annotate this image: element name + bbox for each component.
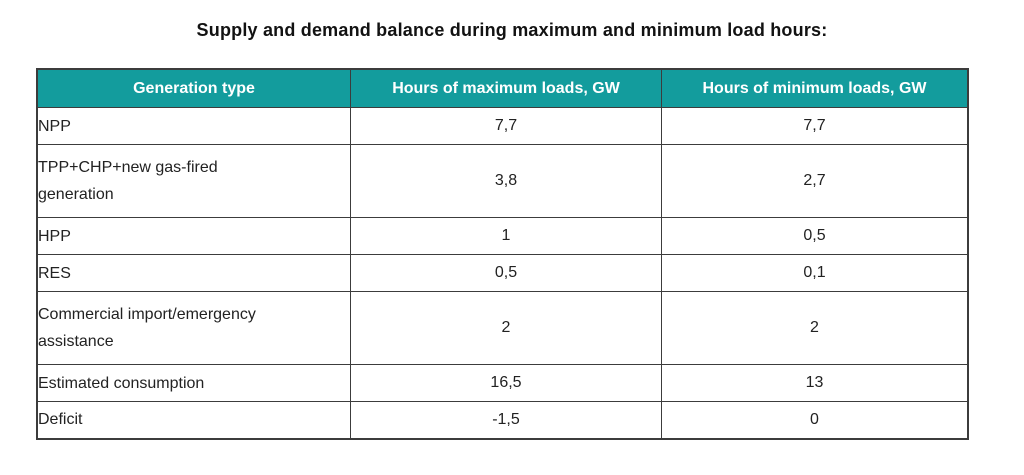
cell-generation-type: Commercial import/emergency assistance: [36, 291, 351, 365]
generation-type-label: Deficit: [38, 411, 83, 429]
header-row: Generation type Hours of maximum loads, …: [36, 68, 969, 108]
cell-generation-type: Deficit: [36, 401, 351, 439]
table-row-hpp: HPP 1 0,5: [36, 217, 969, 255]
cell-min-load: 13: [661, 364, 969, 402]
cell-max-load: 16,5: [350, 364, 662, 402]
cell-min-load: 0,1: [661, 254, 969, 292]
table-row-res: RES 0,5 0,1: [36, 254, 969, 292]
cell-generation-type: RES: [36, 254, 351, 292]
table-row-estimated-consumption: Estimated consumption 16,5 13: [36, 364, 969, 402]
column-header-min-loads: Hours of minimum loads, GW: [661, 68, 969, 108]
generation-type-label: RES: [38, 264, 71, 282]
cell-generation-type: Estimated consumption: [36, 364, 351, 402]
generation-type-label: NPP: [38, 117, 71, 135]
column-header-max-loads: Hours of maximum loads, GW: [350, 68, 662, 108]
cell-max-load: -1,5: [350, 401, 662, 439]
cell-min-load: 2: [661, 291, 969, 365]
table-row-tpp-chp: TPP+CHP+new gas-fired generation 3,8 2,7: [36, 144, 969, 218]
table-row-npp: NPP 7,7 7,7: [36, 107, 969, 145]
cell-min-load: 2,7: [661, 144, 969, 218]
cell-max-load: 7,7: [350, 107, 662, 145]
generation-type-label: Commercial import/emergency assistance: [38, 306, 256, 350]
column-header-generation-type: Generation type: [36, 68, 351, 108]
cell-min-load: 0,5: [661, 217, 969, 255]
supply-demand-table: Generation type Hours of maximum loads, …: [36, 68, 969, 440]
cell-generation-type: NPP: [36, 107, 351, 145]
cell-max-load: 3,8: [350, 144, 662, 218]
cell-generation-type: HPP: [36, 217, 351, 255]
cell-max-load: 2: [350, 291, 662, 365]
generation-type-label: Estimated consumption: [38, 374, 205, 392]
cell-max-load: 1: [350, 217, 662, 255]
generation-type-label: HPP: [38, 227, 71, 245]
cell-min-load: 0: [661, 401, 969, 439]
generation-type-label: TPP+CHP+new gas-fired generation: [38, 159, 218, 203]
table-row-deficit: Deficit -1,5 0: [36, 401, 969, 439]
cell-generation-type: TPP+CHP+new gas-fired generation: [36, 144, 351, 218]
page-title: Supply and demand balance during maximum…: [196, 20, 828, 40]
cell-min-load: 7,7: [661, 107, 969, 145]
cell-max-load: 0,5: [350, 254, 662, 292]
table-row-commercial-import: Commercial import/emergency assistance 2…: [36, 291, 969, 365]
